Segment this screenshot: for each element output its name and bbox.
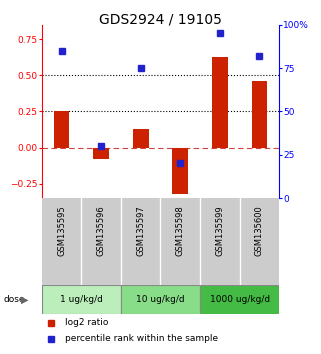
- Bar: [42, 285, 121, 314]
- Text: GSM135597: GSM135597: [136, 205, 145, 256]
- Text: GSM135600: GSM135600: [255, 205, 264, 256]
- Bar: [93, 148, 109, 159]
- Text: GSM135596: GSM135596: [97, 205, 106, 256]
- Bar: [212, 57, 228, 148]
- Bar: [200, 285, 279, 314]
- Text: 10 ug/kg/d: 10 ug/kg/d: [136, 295, 185, 304]
- Text: GDS2924 / 19105: GDS2924 / 19105: [99, 12, 222, 27]
- Bar: [133, 129, 149, 148]
- Text: GSM135598: GSM135598: [176, 205, 185, 256]
- Bar: [54, 112, 69, 148]
- Text: GSM135595: GSM135595: [57, 205, 66, 256]
- Text: ▶: ▶: [21, 295, 28, 304]
- Text: 1000 ug/kg/d: 1000 ug/kg/d: [210, 295, 270, 304]
- Bar: [121, 285, 200, 314]
- Text: log2 ratio: log2 ratio: [65, 318, 109, 327]
- Bar: [252, 81, 267, 148]
- Bar: [172, 148, 188, 194]
- Text: GSM135599: GSM135599: [215, 205, 224, 256]
- Text: percentile rank within the sample: percentile rank within the sample: [65, 334, 219, 343]
- Text: dose: dose: [3, 295, 25, 304]
- Text: 1 ug/kg/d: 1 ug/kg/d: [60, 295, 103, 304]
